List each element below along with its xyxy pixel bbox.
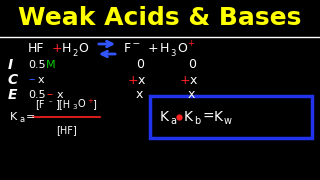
- Text: x: x: [138, 73, 145, 87]
- Text: O: O: [78, 99, 86, 109]
- Text: x: x: [38, 75, 44, 85]
- Text: [F: [F: [35, 99, 44, 109]
- Text: x: x: [190, 73, 197, 87]
- Text: O: O: [177, 42, 187, 55]
- Text: =: =: [26, 112, 36, 122]
- Text: b: b: [194, 116, 200, 125]
- Text: +: +: [180, 73, 191, 87]
- Text: 3: 3: [170, 48, 175, 57]
- Text: +: +: [128, 73, 139, 87]
- Text: 2: 2: [72, 48, 77, 57]
- Text: ––: ––: [133, 39, 141, 48]
- Text: 0: 0: [136, 58, 144, 71]
- Text: 3: 3: [72, 104, 76, 110]
- Text: [HF]: [HF]: [56, 125, 77, 135]
- Text: 0.5: 0.5: [28, 60, 46, 70]
- Text: –: –: [49, 98, 52, 104]
- Text: E: E: [8, 88, 18, 102]
- Text: –: –: [46, 89, 52, 102]
- Text: H: H: [160, 42, 169, 55]
- Text: I: I: [8, 58, 13, 72]
- Text: O: O: [78, 42, 88, 55]
- Text: a: a: [19, 116, 24, 125]
- Text: ][H: ][H: [55, 99, 70, 109]
- Text: 0.5: 0.5: [28, 90, 46, 100]
- Text: C: C: [8, 73, 18, 87]
- Text: +: +: [52, 42, 63, 55]
- Text: M: M: [46, 60, 56, 70]
- Text: F: F: [124, 42, 131, 55]
- Text: +: +: [187, 39, 194, 48]
- Text: +: +: [148, 42, 159, 55]
- Text: +: +: [87, 98, 93, 104]
- Text: =: =: [202, 110, 214, 124]
- Text: HF: HF: [28, 42, 44, 55]
- Text: H: H: [62, 42, 71, 55]
- Text: Weak Acids & Bases: Weak Acids & Bases: [18, 6, 302, 30]
- Text: K: K: [184, 110, 193, 124]
- Text: x: x: [136, 89, 143, 102]
- Text: w: w: [224, 116, 232, 125]
- Bar: [150, 96, 312, 138]
- Text: ]: ]: [92, 99, 96, 109]
- Text: x: x: [57, 90, 64, 100]
- Text: K: K: [160, 110, 169, 124]
- Text: –: –: [28, 73, 34, 87]
- Text: K: K: [214, 110, 223, 124]
- Text: 0: 0: [188, 58, 196, 71]
- Text: x: x: [188, 89, 196, 102]
- Text: a: a: [170, 116, 176, 125]
- Text: K: K: [10, 112, 17, 122]
